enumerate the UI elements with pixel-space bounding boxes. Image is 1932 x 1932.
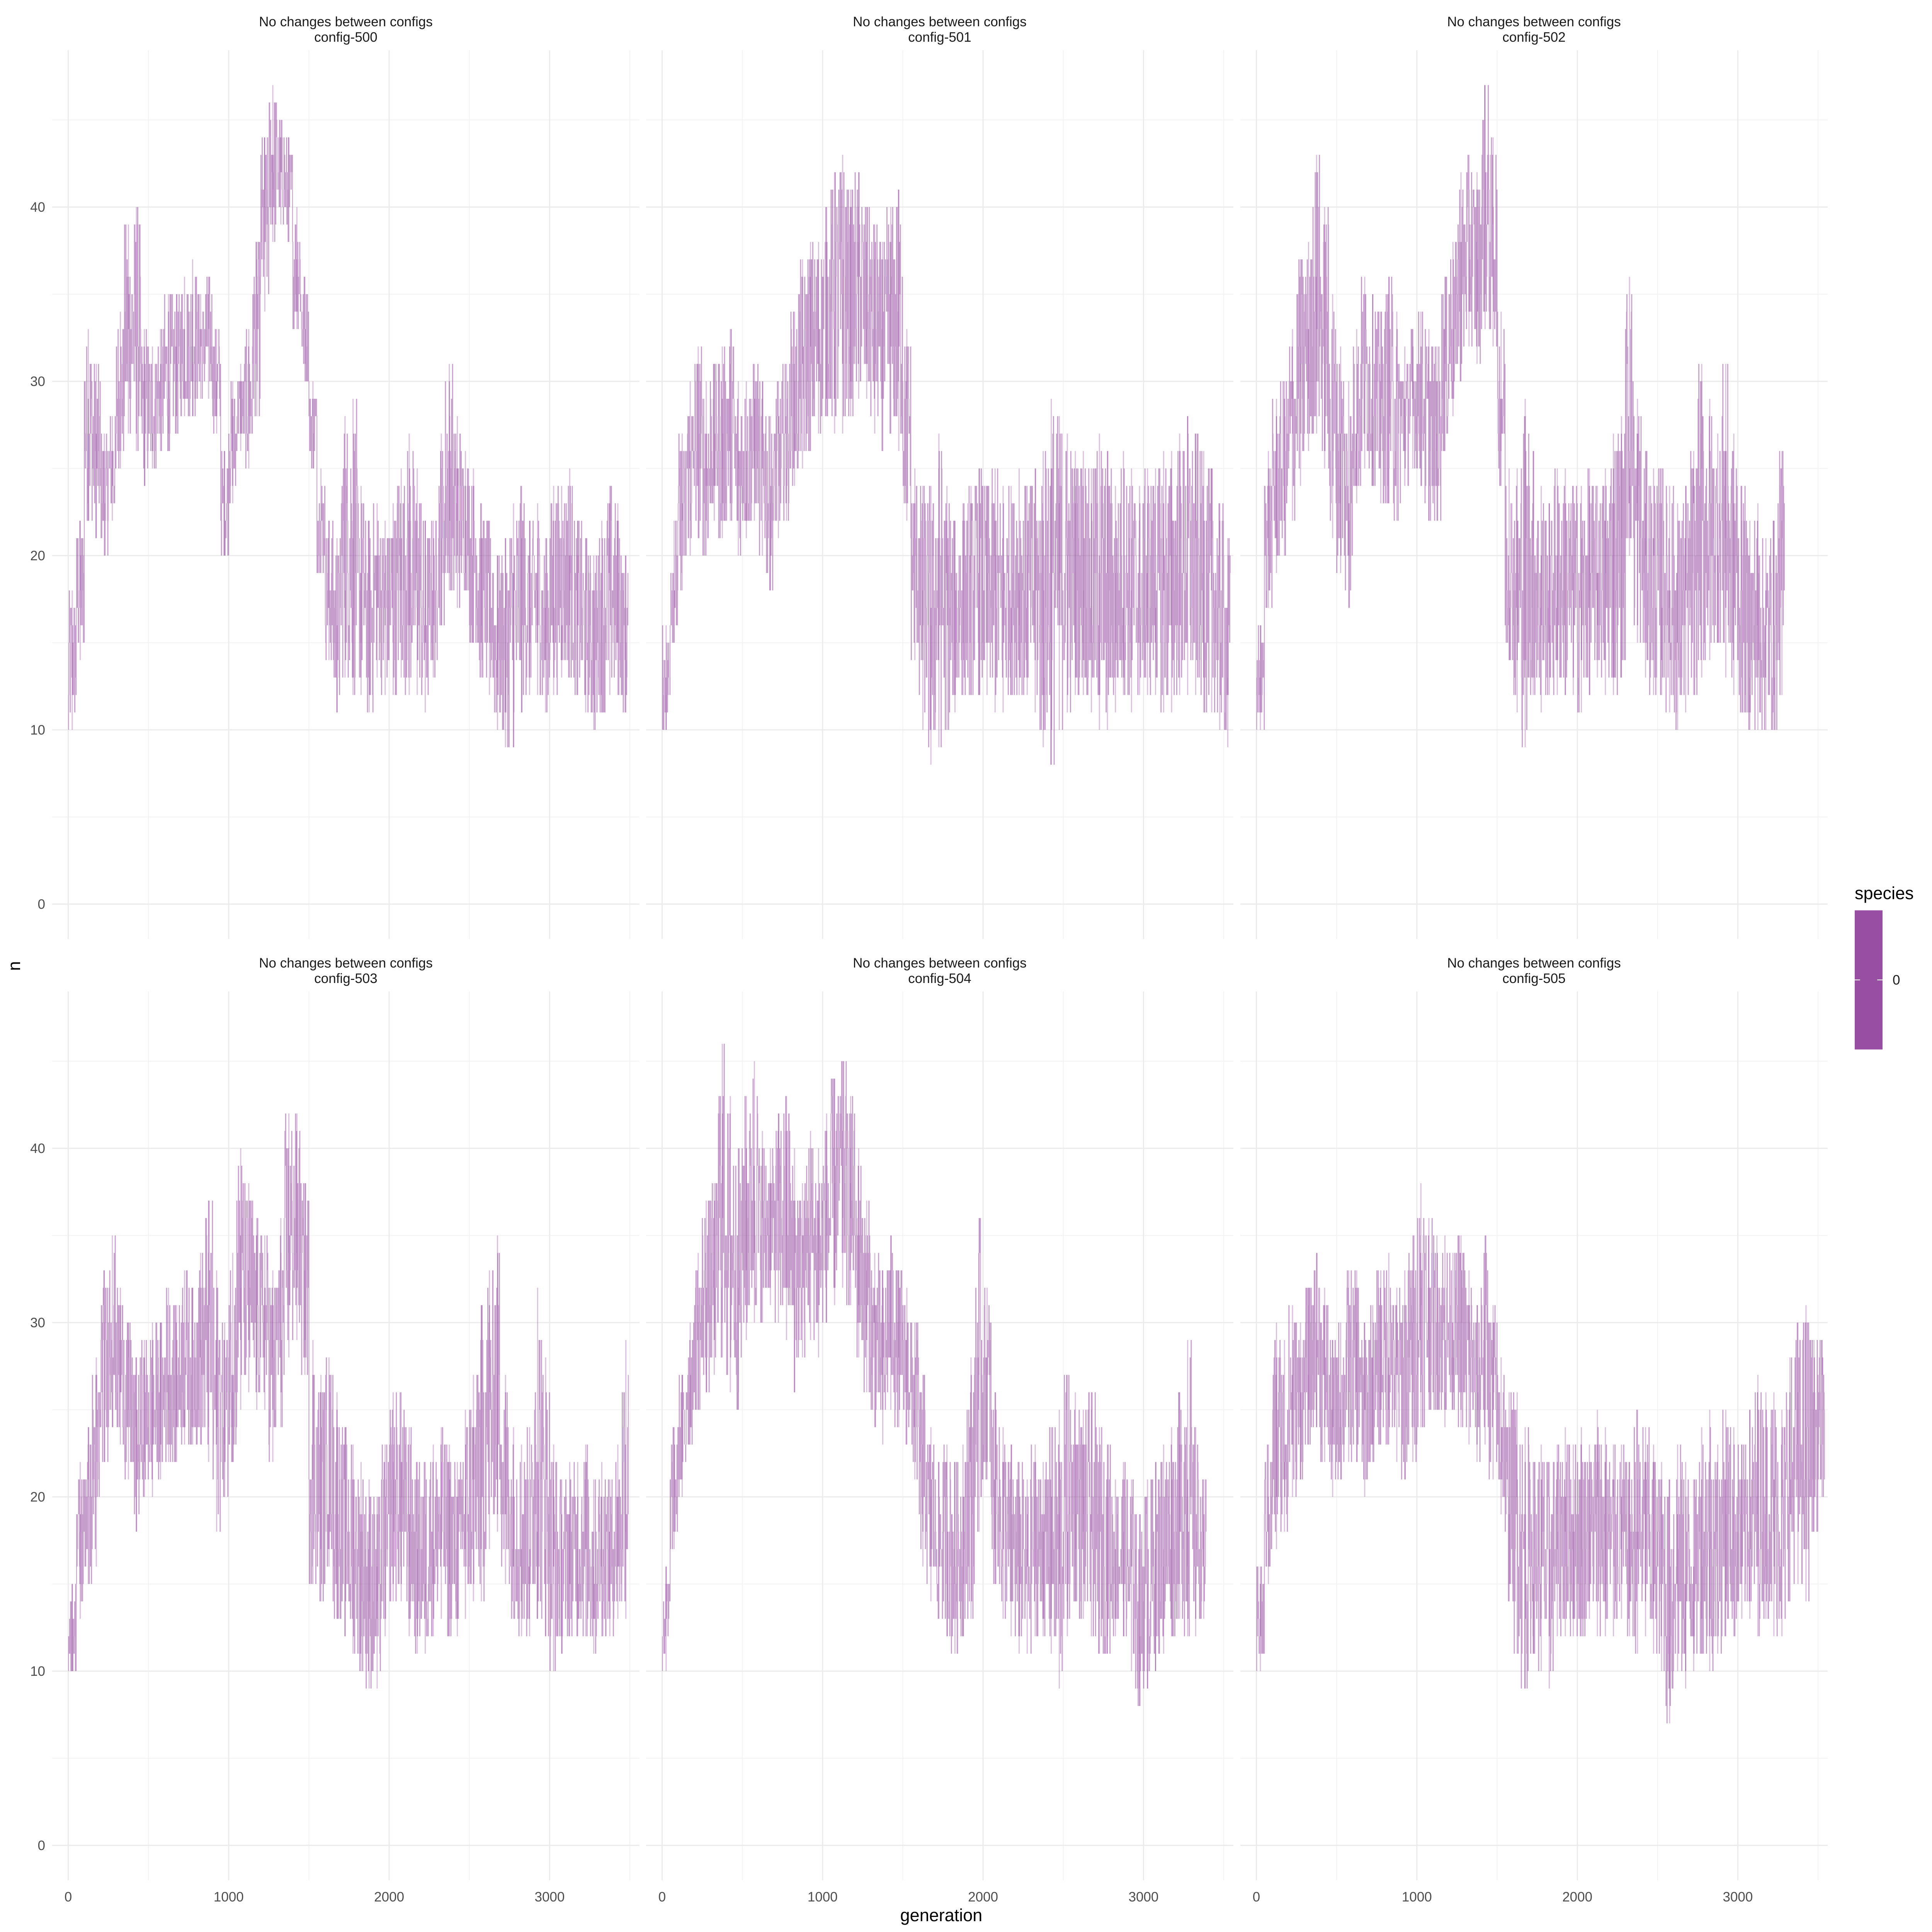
- y-tick-label: 10: [30, 723, 45, 738]
- facet-strip-subtitle: config-500: [314, 30, 377, 45]
- x-axis-title: generation: [900, 1905, 983, 1925]
- series-line-species-0: [68, 102, 629, 747]
- y-tick-label: 40: [30, 1141, 45, 1156]
- x-tick-label: 0: [1253, 1889, 1260, 1905]
- facet-strip-title: No changes between configs: [1447, 956, 1621, 971]
- series-line-species-0: [662, 1044, 1207, 1706]
- x-tick-label: 1000: [214, 1889, 244, 1905]
- facet-strip-title: No changes between configs: [259, 956, 432, 971]
- legend-title: species: [1855, 883, 1914, 903]
- legend: species 0: [1855, 883, 1914, 1049]
- facet-strip-subtitle: config-503: [314, 971, 377, 986]
- facet-strip-subtitle: config-502: [1502, 30, 1565, 45]
- x-tick-label: 3000: [1723, 1889, 1753, 1905]
- x-tick-label: 3000: [534, 1889, 565, 1905]
- facet-strip-title: No changes between configs: [853, 14, 1026, 29]
- facet-strip-subtitle: config-501: [908, 30, 971, 45]
- y-tick-label: 20: [30, 1490, 45, 1505]
- x-tick-label: 1000: [1402, 1889, 1432, 1905]
- y-axis-title: n: [4, 961, 24, 971]
- x-tick-label: 2000: [374, 1889, 404, 1905]
- y-tick-label: 30: [30, 1315, 45, 1330]
- y-tick-label: 10: [30, 1664, 45, 1679]
- y-tick-label: 20: [30, 548, 45, 563]
- y-tick-label: 30: [30, 374, 45, 389]
- series-line-species-0: [1256, 85, 1785, 747]
- facet-strip-subtitle: config-504: [908, 971, 971, 986]
- y-tick-label: 0: [38, 897, 45, 912]
- series-line-species-0: [662, 172, 1231, 765]
- series-line-species-0: [1256, 1218, 1825, 1724]
- x-tick-label: 3000: [1128, 1889, 1158, 1905]
- axes: n generation 0 10 20 30 40 0 10 20 30 40 0 1000 2000…: [4, 200, 1753, 1925]
- y-tick-label: 0: [38, 1838, 45, 1853]
- y-tick-label: 40: [30, 200, 45, 215]
- legend-label: 0: [1893, 973, 1900, 988]
- x-tick-label: 2000: [968, 1889, 998, 1905]
- x-tick-label: 0: [65, 1889, 72, 1905]
- facet-strip-subtitle: config-505: [1502, 971, 1565, 986]
- x-tick-label: 1000: [808, 1889, 838, 1905]
- x-tick-label: 2000: [1562, 1889, 1592, 1905]
- series-line-species-0: [68, 1113, 629, 1689]
- facet-strip-title: No changes between configs: [259, 14, 432, 29]
- facet-strip-title: No changes between configs: [1447, 14, 1621, 29]
- facet-strip-title: No changes between configs: [853, 956, 1026, 971]
- x-tick-label: 0: [658, 1889, 666, 1905]
